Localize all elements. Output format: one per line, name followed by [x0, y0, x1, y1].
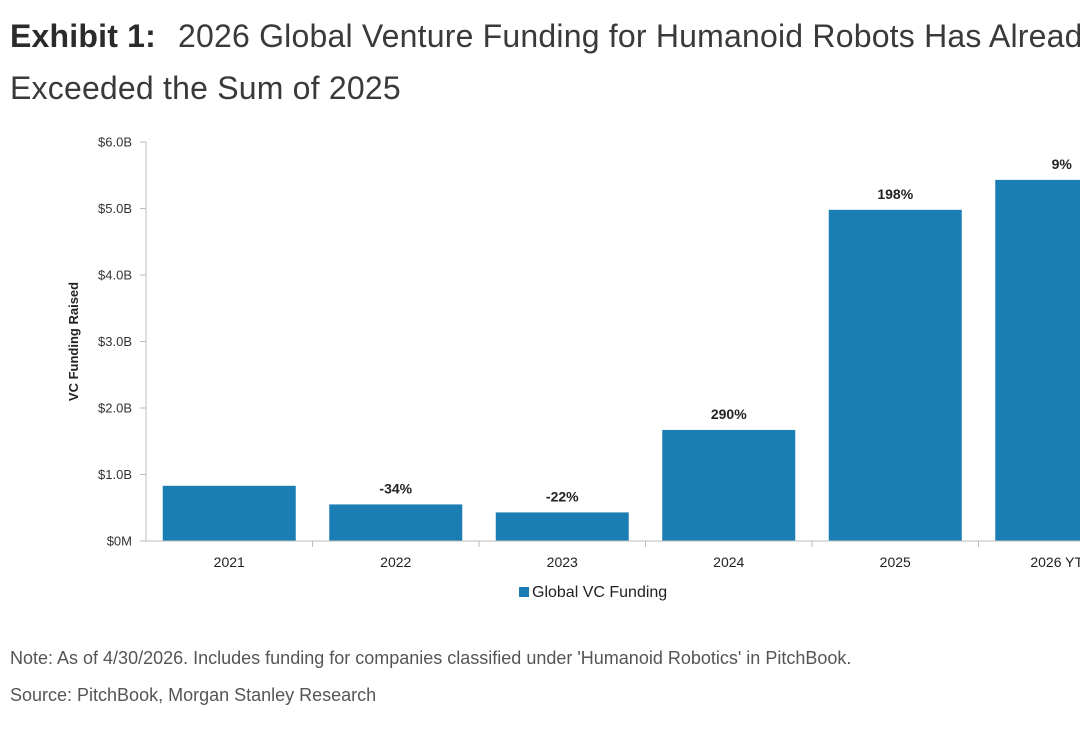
data-label: 9% [1052, 156, 1073, 172]
x-tick-label: 2026 YTD [1030, 554, 1080, 570]
data-label: -22% [546, 488, 579, 504]
bars: -34% -22% 290% 198% 9% [162, 156, 1080, 541]
legend-label: Global VC Funding [532, 584, 667, 601]
y-tick-label: $6.0B [98, 135, 132, 150]
bar-chart: $0M $1.0B $2.0B $3.0B $4.0B $5.0B $6.0B VC Fund… [66, 135, 1080, 601]
y-tick-label: $0M [107, 534, 132, 549]
y-axis-title: VC Funding Raised [66, 282, 81, 401]
x-axis: 2021 2022 2023 2024 2025 2026 YTD [146, 540, 1080, 570]
chart-title-line-2: Exceeded the Sum of 2025 [10, 70, 401, 106]
bar-2023 [495, 512, 629, 541]
y-tick-label: $3.0B [98, 334, 132, 349]
chart-title-text: 2026 Global Venture Funding for Humanoid… [178, 18, 1080, 54]
bar-2025 [828, 209, 962, 541]
chart-note: Note: As of 4/30/2026. Includes funding … [10, 648, 852, 668]
x-tick-label: 2025 [880, 554, 911, 570]
y-tick-label: $5.0B [98, 201, 132, 216]
chart-source: Source: PitchBook, Morgan Stanley Resear… [10, 685, 377, 705]
bar-2024 [662, 429, 796, 541]
chart-title-line-1: Exhibit 1: 2026 Global Venture Funding fo… [10, 18, 1080, 55]
x-tick-label: 2023 [547, 554, 578, 570]
exhibit-label: Exhibit 1: [10, 18, 157, 54]
y-tick-label: $2.0B [98, 401, 132, 416]
y-tick-label: $1.0B [98, 467, 132, 482]
x-tick-label: 2021 [214, 554, 245, 570]
legend: Global VC Funding [519, 584, 667, 601]
bar-2021 [162, 485, 296, 541]
x-tick-label: 2024 [713, 554, 744, 570]
y-axis: $0M $1.0B $2.0B $3.0B $4.0B $5.0B $6.0B VC Fund… [66, 135, 147, 549]
data-label: 198% [877, 186, 913, 202]
bar-2026-ytd [995, 179, 1080, 541]
data-label: -34% [379, 480, 412, 496]
legend-swatch [519, 587, 529, 597]
bar-2022 [329, 504, 463, 541]
y-tick-label: $4.0B [98, 268, 132, 283]
x-tick-label: 2022 [380, 554, 411, 570]
data-label: 290% [711, 406, 747, 422]
